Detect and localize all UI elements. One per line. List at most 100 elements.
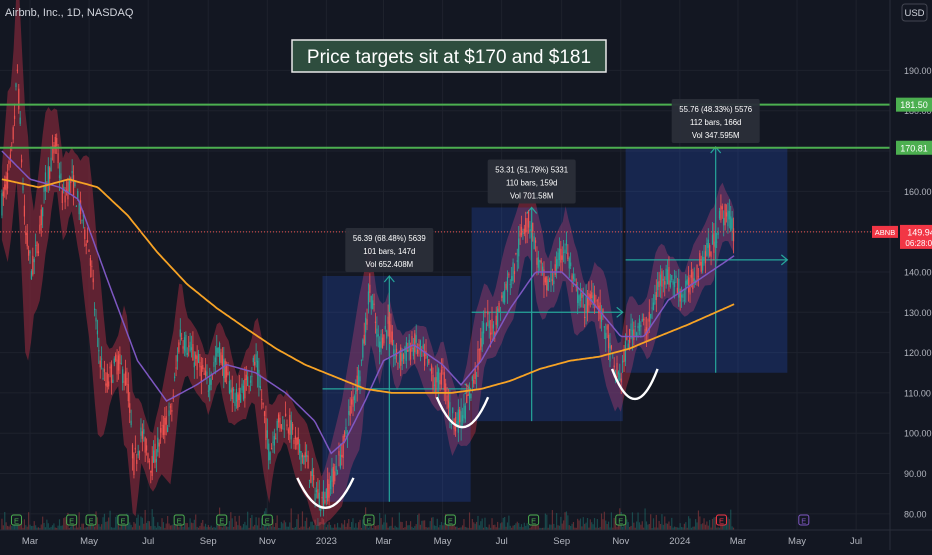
candle-body [714, 241, 716, 247]
volume-bar [581, 526, 583, 530]
candle-body [355, 390, 357, 395]
candle-body [106, 372, 108, 388]
candle-body [494, 331, 496, 337]
volume-bar [294, 526, 297, 530]
candle-body [115, 354, 117, 361]
candle-body [568, 258, 570, 269]
candle-body [255, 354, 257, 363]
volume-bar [178, 527, 180, 530]
earnings-event-icon[interactable] [85, 514, 97, 526]
candle-body [570, 262, 572, 267]
earnings-event-icon[interactable] [66, 514, 78, 526]
candle-body [94, 308, 96, 310]
volume-bar [2, 525, 4, 530]
candle-body [414, 333, 416, 353]
time-tick-label: Mar [22, 536, 38, 547]
volume-bar [707, 525, 709, 530]
candle-body [290, 420, 292, 440]
volume-bar [43, 522, 45, 530]
price-level-tag[interactable] [896, 140, 932, 155]
volume-bar [498, 527, 500, 530]
candle-body [445, 383, 447, 394]
candle-body [47, 166, 49, 184]
earnings-event-icon[interactable] [173, 514, 185, 526]
volume-bar [553, 523, 555, 530]
volume-bar [603, 511, 605, 530]
earnings-event-icon[interactable] [261, 514, 273, 526]
currency-button[interactable]: USD [901, 3, 928, 22]
volume-bar [509, 525, 511, 530]
candle-body [497, 308, 499, 327]
volume-bar [122, 525, 124, 530]
candle-body [75, 206, 77, 207]
candle-body [384, 325, 386, 330]
measurement-info-line: 53.31 (51.78%) 5331 [495, 165, 568, 174]
earnings-event-letter: E [69, 517, 74, 526]
candle-body [108, 381, 110, 387]
volume-bar [362, 519, 364, 530]
earnings-event-icon[interactable] [715, 514, 727, 526]
volume-bar [370, 525, 372, 530]
candle-body [404, 347, 406, 354]
measurement-boxes [322, 146, 789, 502]
price-tick-label: 140.00 [904, 267, 932, 277]
earnings-event-icon[interactable] [363, 514, 375, 526]
earnings-event-icon[interactable] [615, 514, 627, 526]
earnings-event-icon[interactable] [798, 514, 810, 526]
candle-body [289, 414, 291, 435]
candle-body [20, 159, 23, 163]
candle-body [12, 127, 14, 140]
candle-body [539, 260, 541, 263]
candle-body [447, 400, 450, 408]
volume-bar [428, 527, 430, 530]
earnings-event-icon[interactable] [216, 514, 228, 526]
arrow-head-up [383, 275, 395, 283]
volume-bar [171, 525, 173, 530]
volume-bar [585, 522, 587, 530]
candle-body [415, 335, 417, 343]
volume-bar [622, 526, 624, 530]
price-tick-label: 100.00 [904, 429, 932, 439]
price-level-tag[interactable] [896, 97, 932, 112]
candle-body [182, 346, 184, 349]
candle-body [15, 83, 17, 88]
volume-bar [61, 525, 63, 530]
candle-body [589, 294, 591, 300]
volume-bar [379, 512, 381, 530]
volume-bar [563, 520, 565, 530]
volume-bar [600, 513, 603, 530]
candle-body [692, 271, 694, 290]
candle-body [40, 209, 42, 226]
earnings-event-letter: E [14, 517, 19, 526]
earnings-event-icon[interactable] [528, 514, 540, 526]
time-axis[interactable]: Mar May Jul Sep Nov 2023 Mar May Jul Sep Nov 2024 Ma… [0, 529, 932, 547]
volume-bar [248, 527, 250, 530]
candle-body [200, 366, 202, 382]
volume-bar [374, 525, 377, 530]
volume-bar [408, 525, 410, 530]
volume-bar [682, 527, 684, 530]
candle-body [216, 347, 218, 357]
candle-body [358, 369, 360, 388]
volume-bar [346, 523, 348, 530]
volume-bar [461, 525, 464, 530]
candle-body [67, 181, 69, 200]
volume-bar [6, 525, 9, 530]
candle-body [110, 364, 113, 383]
earnings-event-icon[interactable] [117, 514, 129, 526]
volume-bar [238, 515, 240, 530]
candle-body [136, 459, 138, 464]
earnings-event-letter: E [265, 517, 270, 526]
candle-body [412, 347, 414, 356]
earnings-event-icon[interactable] [10, 514, 22, 526]
candle-body [174, 376, 176, 379]
candle-body [449, 402, 451, 417]
last-price-tag[interactable] [900, 224, 932, 249]
volume-bar [658, 520, 660, 530]
volume-bar [65, 519, 68, 530]
candle-body [294, 435, 297, 440]
price-axis[interactable]: 190.00180.00170.00160.00150.00140.00130.… [872, 0, 932, 550]
volume-bar [404, 527, 406, 530]
earnings-event-icon[interactable] [444, 514, 456, 526]
